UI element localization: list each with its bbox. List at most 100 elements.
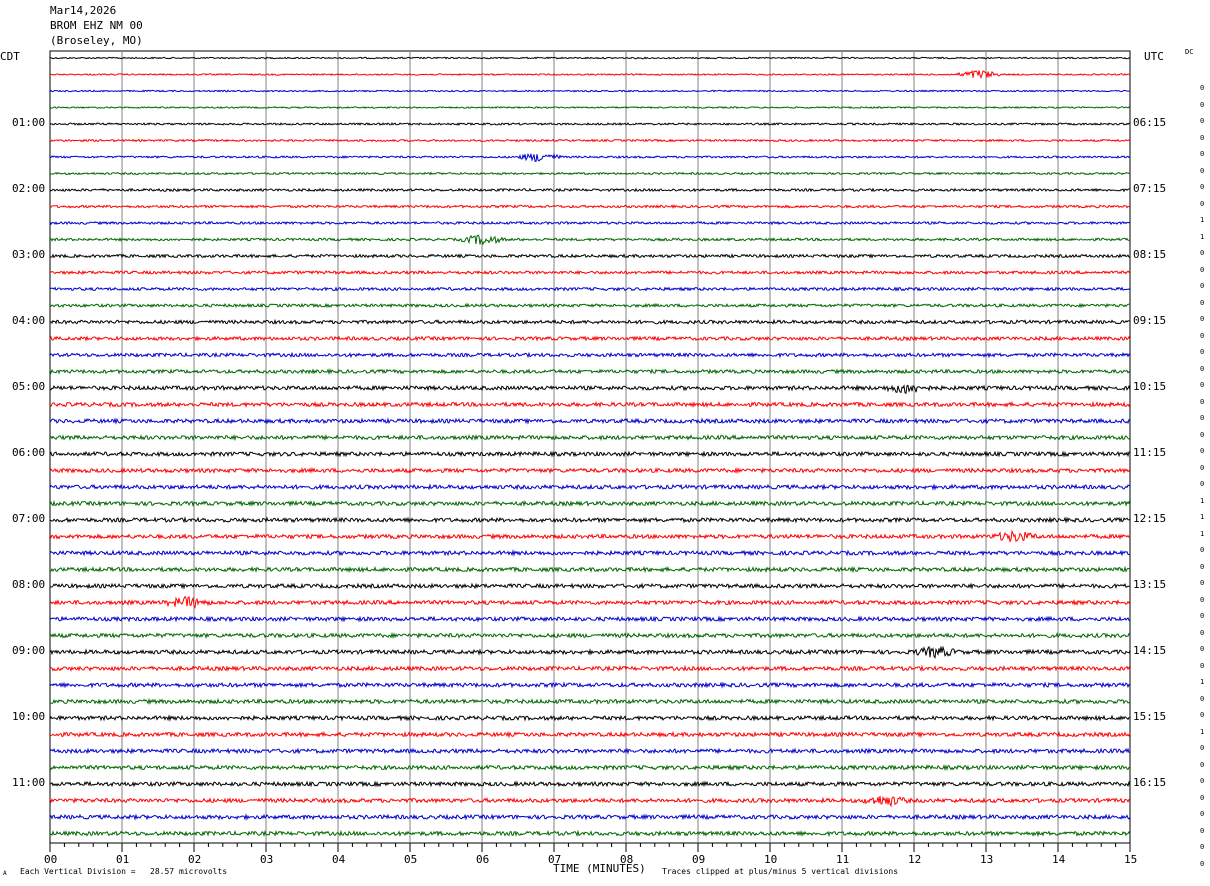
- x-tick-label: 03: [260, 853, 274, 866]
- header-date: Mar14,2026: [50, 4, 117, 17]
- trace-line: [49, 466, 1131, 475]
- right-hour-label: 14:15: [1133, 644, 1167, 657]
- dc-offset-label: 0: [1200, 595, 1205, 604]
- dc-offset-label: 0: [1200, 744, 1205, 752]
- trace-line: [49, 234, 1131, 246]
- trace-line: [49, 697, 1131, 706]
- right-hour-label: 15:15: [1133, 710, 1167, 723]
- dc-offset-label: 0: [1200, 397, 1205, 406]
- x-tick-label: 04: [332, 853, 346, 866]
- right-hour-label: 16:15: [1133, 776, 1167, 789]
- trace-line: [49, 681, 1131, 689]
- trace-line: [49, 302, 1131, 309]
- x-tick-label: 11: [836, 853, 850, 866]
- dc-offset-label: 1: [1200, 678, 1205, 686]
- dc-offset-label: 0: [1200, 810, 1205, 818]
- trace-line: [49, 795, 1131, 808]
- dc-offset-label: 0: [1200, 430, 1205, 439]
- trace-line: [49, 152, 1131, 162]
- trace-line: [49, 483, 1131, 491]
- trace-line: [49, 582, 1131, 590]
- x-tick-label: 08: [620, 853, 634, 866]
- trace-line: [49, 516, 1131, 524]
- x-tick-label: 10: [764, 853, 778, 866]
- dc-offset-label: 0: [1200, 463, 1205, 472]
- header-location: (Broseley, MO): [50, 34, 143, 47]
- dc-offset-label: 0: [1200, 793, 1205, 802]
- left-hour-label: 07:00: [12, 512, 46, 525]
- left-hour-label: 09:00: [12, 644, 46, 657]
- trace-line: [49, 714, 1131, 722]
- x-tick-label: 14: [1052, 853, 1066, 866]
- trace-line: [49, 829, 1131, 838]
- dc-offset-label: 0: [1200, 628, 1205, 637]
- right-hour-label: 07:15: [1133, 182, 1167, 195]
- dc-offset-label: 0: [1200, 612, 1205, 620]
- corner-mark: A: [3, 870, 7, 877]
- left-hour-label: 01:00: [12, 116, 46, 129]
- left-hour-label: 10:00: [12, 710, 46, 723]
- right-hour-label: 12:15: [1133, 512, 1167, 525]
- dc-offset-label: 1: [1200, 216, 1205, 224]
- trace-line: [49, 565, 1131, 574]
- trace-line: [49, 400, 1131, 409]
- left-hour-label: 02:00: [12, 182, 46, 195]
- dc-offset-label: 0: [1200, 183, 1205, 191]
- x-tick-label: 06: [476, 853, 490, 866]
- trace-line: [49, 631, 1131, 640]
- dc-offset-label: 0: [1200, 166, 1205, 175]
- x-tick-label: 01: [116, 853, 130, 866]
- dc-offset-label: 0: [1200, 199, 1205, 208]
- trace-line: [49, 747, 1131, 755]
- x-axis-title: TIME (MINUTES): [553, 862, 646, 875]
- left-hour-label: 05:00: [12, 380, 46, 393]
- x-tick-label: 07: [548, 853, 562, 866]
- trace-line: [49, 529, 1131, 543]
- right-timezone-label: UTC: [1144, 50, 1164, 63]
- dc-offset-label: 0: [1200, 826, 1205, 835]
- dc-offset-label: 0: [1200, 364, 1205, 373]
- dc-offset-label: 0: [1200, 348, 1205, 356]
- left-hour-label: 06:00: [12, 446, 46, 459]
- trace-line: [49, 645, 1131, 659]
- trace-line: [49, 780, 1131, 788]
- x-tick-label: 09: [692, 853, 706, 866]
- dc-offset-label: 0: [1200, 645, 1205, 653]
- trace-line: [49, 595, 1131, 610]
- left-hour-label: 03:00: [12, 248, 46, 261]
- trace-line: [49, 450, 1131, 458]
- x-tick-label: 00: [44, 853, 58, 866]
- trace-line: [49, 204, 1131, 209]
- dc-offset-label: 1: [1200, 727, 1205, 736]
- trace-line: [49, 763, 1131, 772]
- dc-offset-label: 0: [1200, 249, 1205, 257]
- clip-note: Traces clipped at plus/minus 5 vertical …: [662, 867, 899, 876]
- dc-offset-label: 0: [1200, 331, 1205, 340]
- trace-line: [49, 499, 1131, 508]
- right-hour-label: 10:15: [1133, 380, 1167, 393]
- scale-note: Each Vertical Division = 28.57 microvolt…: [20, 867, 228, 876]
- dc-offset-label: 0: [1200, 694, 1205, 703]
- left-hour-label: 08:00: [12, 578, 46, 591]
- header-station: BROM EHZ NM 00: [50, 19, 143, 32]
- right-hour-label: 13:15: [1133, 578, 1167, 591]
- dc-offset-label: 0: [1200, 859, 1205, 868]
- trace-line: [49, 433, 1131, 442]
- dc-offset-label: 0: [1200, 447, 1205, 455]
- trace-line: [49, 171, 1131, 176]
- left-hour-label: 04:00: [12, 314, 46, 327]
- trace-line: [49, 384, 1131, 395]
- trace-line: [50, 253, 1131, 259]
- right-hour-label: 08:15: [1133, 248, 1167, 261]
- dc-offset-label: 0: [1200, 562, 1205, 571]
- dc-offset-label: 0: [1200, 265, 1205, 274]
- trace-line: [49, 615, 1131, 623]
- trace-line: [49, 368, 1131, 375]
- trace-line: [49, 664, 1131, 673]
- x-tick-label: 12: [908, 853, 922, 866]
- dc-offset-label: 0: [1200, 100, 1205, 109]
- trace-line: [49, 89, 1131, 93]
- right-hour-label: 11:15: [1133, 446, 1167, 459]
- dc-offset-label: 0: [1200, 298, 1205, 307]
